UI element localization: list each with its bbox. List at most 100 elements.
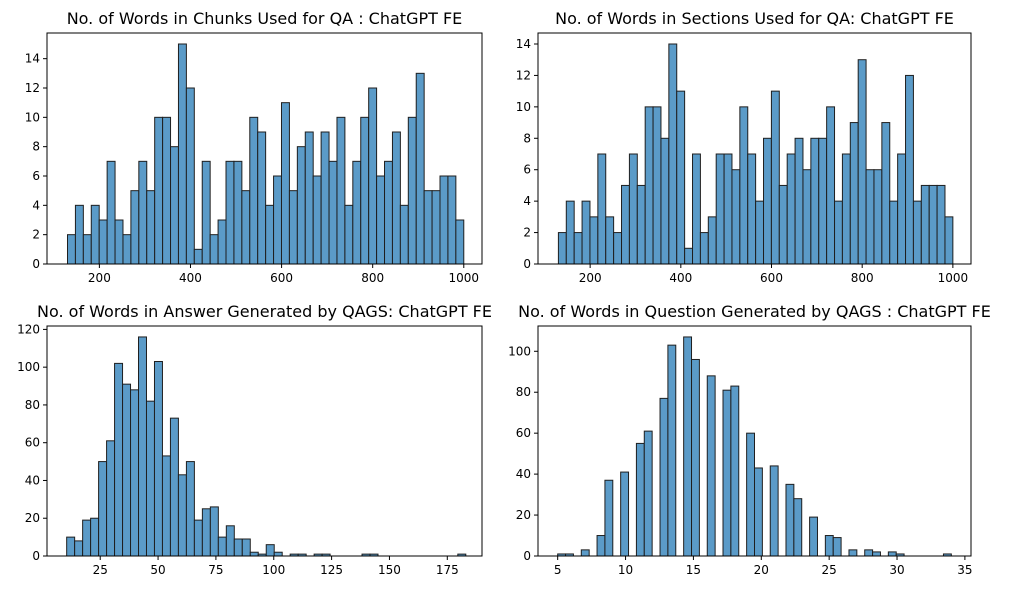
histogram-bar: [423, 190, 433, 265]
histogram-bar: [722, 389, 732, 557]
histogram-bar: [249, 551, 259, 557]
histogram-bar: [82, 234, 92, 265]
histogram-bar: [763, 137, 772, 265]
histogram-bar: [241, 538, 251, 557]
histogram-bar: [841, 153, 851, 265]
x-tick-label: 150: [378, 563, 401, 577]
histogram-bar: [280, 102, 290, 265]
histogram-bar: [920, 184, 930, 265]
x-tick-label: 5: [554, 563, 562, 577]
histogram-bar: [153, 361, 163, 557]
histogram-bar: [170, 146, 179, 265]
histogram-bar: [273, 551, 283, 557]
histogram-bar: [320, 131, 330, 265]
histogram-bar: [635, 442, 645, 557]
x-tick-label: 600: [270, 271, 293, 285]
histogram-bar: [98, 219, 108, 265]
histogram-bar: [643, 430, 653, 557]
y-tick-label: 10: [25, 110, 40, 124]
histogram-bar: [723, 153, 733, 265]
y-tick-label: 0: [32, 257, 40, 271]
histogram-bar: [887, 551, 897, 557]
histogram-bar: [154, 116, 164, 265]
histogram-bar: [596, 535, 606, 557]
histogram-bar: [731, 169, 741, 265]
histogram-bar: [130, 389, 140, 557]
histogram-bar: [82, 519, 92, 557]
y-tick-label: 20: [516, 508, 531, 522]
histogram-bar: [233, 538, 243, 557]
histogram-bar: [439, 175, 449, 265]
histogram-bar: [106, 160, 116, 265]
histogram-bar: [344, 204, 354, 265]
x-tick-label: 30: [889, 563, 904, 577]
histogram-bar: [692, 153, 701, 265]
histogram-bar: [912, 200, 922, 265]
histogram-bar: [122, 234, 132, 265]
sections-histogram: No. of Words in Sections Used for QA: Ch…: [516, 9, 972, 285]
histogram-bar: [177, 43, 187, 265]
y-tick-label: 8: [32, 140, 40, 154]
histogram-bar: [217, 219, 227, 265]
histogram-bar: [415, 72, 425, 265]
histogram-bar: [336, 116, 346, 265]
y-tick-label: 4: [523, 194, 531, 208]
histogram-bar: [832, 537, 842, 557]
histogram-bar: [809, 516, 818, 557]
histogram-bar: [225, 160, 235, 265]
histogram-bar: [106, 440, 116, 557]
histogram-bar: [399, 204, 409, 265]
histogram-bar: [257, 131, 267, 265]
x-tick-label: 800: [361, 271, 384, 285]
histogram-bar: [684, 247, 694, 265]
chart-title: No. of Words in Sections Used for QA: Ch…: [555, 9, 954, 28]
x-tick-label: 20: [754, 563, 769, 577]
histogram-bar: [74, 204, 84, 265]
histogram-bar: [114, 362, 124, 557]
histogram-bar: [715, 153, 725, 265]
x-tick-label: 35: [957, 563, 972, 577]
y-tick-label: 12: [516, 68, 531, 82]
histogram-bar: [802, 169, 812, 265]
question-histogram: No. of Words in Question Generated by QA…: [508, 302, 991, 577]
histogram-bar: [589, 216, 599, 265]
histogram-bar: [628, 153, 638, 265]
histogram-bar: [785, 483, 795, 557]
x-tick-label: 125: [320, 563, 343, 577]
x-tick-label: 200: [88, 271, 111, 285]
y-tick-label: 60: [516, 426, 531, 440]
y-tick-label: 2: [523, 226, 531, 240]
histogram-bar: [67, 234, 76, 265]
histogram-bar: [659, 397, 669, 557]
x-tick-label: 50: [150, 563, 165, 577]
histogram-bar: [857, 59, 867, 265]
x-tick-label: 25: [822, 563, 837, 577]
histogram-bar: [621, 184, 630, 265]
histogram-bar: [209, 506, 219, 557]
x-tick-label: 15: [686, 563, 701, 577]
histogram-bar: [905, 74, 914, 265]
y-tick-label: 40: [25, 473, 40, 487]
histogram-bar: [786, 153, 796, 265]
histogram-bar: [810, 137, 820, 265]
x-tick-label: 400: [669, 271, 692, 285]
histogram-bar: [138, 336, 147, 557]
histogram-bar: [273, 175, 282, 265]
histogram-bar: [691, 358, 700, 557]
histogram-bar: [391, 131, 401, 265]
y-tick-label: 12: [25, 81, 40, 95]
histogram-bar: [754, 467, 763, 557]
histogram-bar: [826, 106, 836, 265]
chart-title: No. of Words in Answer Generated by QAGS…: [37, 302, 492, 321]
y-tick-label: 80: [25, 398, 40, 412]
histogram-bar: [265, 204, 275, 265]
plot-frame: [537, 325, 972, 557]
histogram-bar: [352, 160, 362, 265]
y-tick-label: 2: [32, 228, 40, 242]
histogram-bar: [130, 190, 140, 265]
histogram-bar: [122, 383, 132, 557]
histogram-bar: [304, 131, 314, 265]
x-tick-label: 25: [93, 563, 108, 577]
histogram-bar: [676, 90, 686, 265]
histogram-bar: [384, 160, 393, 265]
